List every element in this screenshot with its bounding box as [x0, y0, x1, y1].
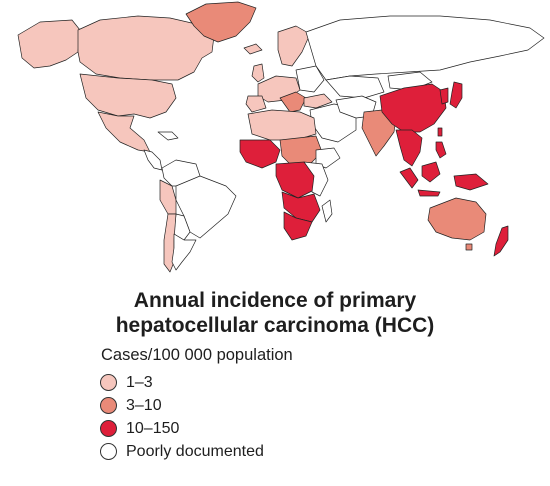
legend-label-poorly-documented: Poorly documented [126, 442, 264, 460]
country-southern-africa-mid [281, 191, 321, 223]
country-eastern-europe [295, 65, 325, 93]
legend-item-poorly-documented: Poorly documented [100, 440, 264, 463]
country-madagascar [321, 199, 333, 223]
legend-swatch-poorly-documented [100, 443, 117, 460]
country-caribbean [157, 131, 179, 141]
country-central-america [143, 149, 163, 171]
legend-swatch-low [100, 374, 117, 391]
country-uk [251, 63, 265, 83]
country-horn-of-africa [315, 147, 341, 169]
legend-item-low: 1–3 [100, 371, 264, 394]
country-canada [77, 15, 215, 81]
legend-label-mid: 3–10 [126, 396, 162, 414]
legend: 1–3 3–10 10–150 Poorly documented [100, 371, 264, 463]
country-north-africa [247, 109, 317, 141]
legend-title-line1: Annual incidence of primary [133, 289, 417, 312]
legend-swatch-high [100, 420, 117, 437]
country-iceland [243, 43, 263, 55]
legend-item-high: 10–150 [100, 417, 264, 440]
legend-subtitle: Cases/100 000 population [101, 346, 293, 364]
country-scandinavia [277, 25, 311, 67]
country-west-africa [239, 139, 281, 169]
country-kazakhstan [325, 75, 385, 99]
country-new-guinea [453, 173, 489, 191]
country-brazil [175, 175, 237, 239]
country-korea [439, 87, 449, 105]
country-italy-balkans [279, 91, 307, 113]
legend-item-mid: 3–10 [100, 394, 264, 417]
legend-title-line2: hepatocellular carcinoma (HCC) [115, 314, 435, 337]
country-greenland [185, 1, 257, 43]
country-usa [79, 73, 177, 119]
country-new-zealand [493, 225, 509, 257]
country-java [417, 189, 441, 197]
country-east-africa [303, 161, 329, 197]
country-japan [449, 81, 463, 109]
country-taiwan [437, 127, 443, 137]
country-china [379, 83, 447, 133]
country-turkey [303, 93, 333, 109]
country-alaska [17, 19, 81, 69]
country-southeast-asia [395, 129, 423, 167]
world-map [17, 1, 545, 273]
country-iberia [245, 95, 267, 113]
legend-label-low: 1–3 [126, 373, 153, 391]
country-argentina [171, 233, 197, 271]
country-tasmania [465, 243, 473, 251]
country-south-africa [283, 211, 313, 241]
legend-swatch-mid [100, 397, 117, 414]
world-map-svg [17, 1, 545, 273]
country-russia [305, 15, 545, 81]
country-sumatra [399, 167, 419, 189]
country-borneo [421, 161, 441, 183]
country-mexico [97, 111, 151, 153]
country-australia [427, 197, 487, 241]
country-philippines [435, 141, 447, 159]
legend-label-high: 10–150 [126, 419, 180, 437]
